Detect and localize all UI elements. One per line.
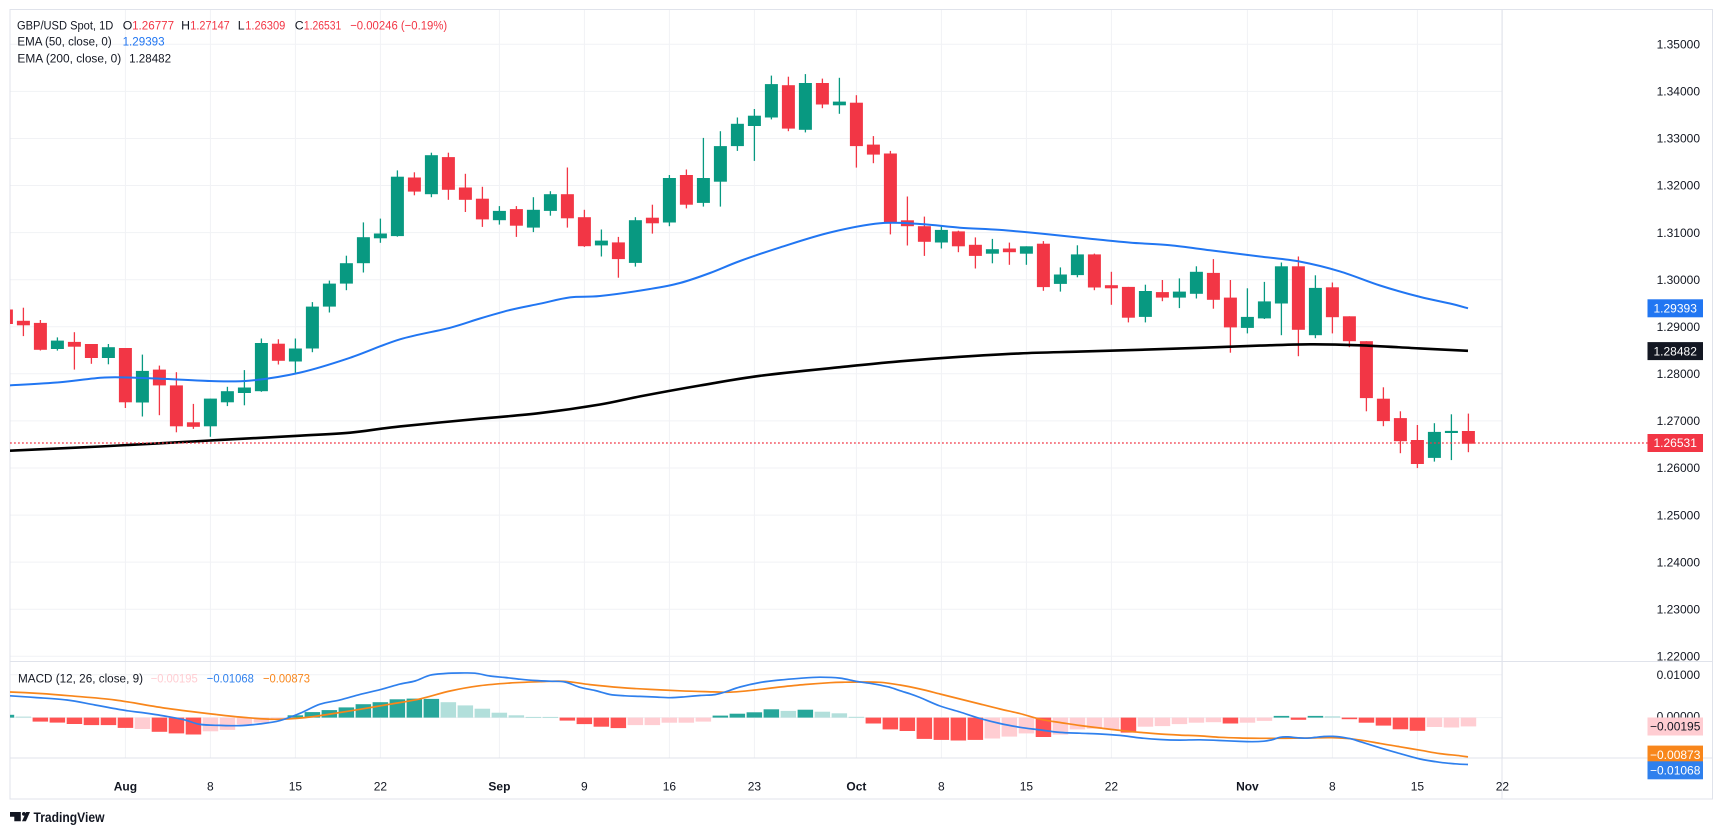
svg-text:1.31000: 1.31000: [1657, 226, 1701, 240]
svg-text:−0.00873: −0.00873: [263, 672, 310, 686]
svg-text:1.28482: 1.28482: [129, 52, 171, 66]
svg-text:1.26531: 1.26531: [304, 18, 342, 32]
svg-text:EMA (200, close, 0): EMA (200, close, 0): [17, 52, 121, 66]
svg-text:1.27000: 1.27000: [1657, 414, 1701, 428]
svg-text:−0.00873: −0.00873: [1650, 748, 1701, 762]
svg-text:15: 15: [289, 780, 303, 794]
svg-text:1.28000: 1.28000: [1657, 367, 1701, 381]
svg-text:22: 22: [1105, 780, 1119, 794]
svg-text:Aug: Aug: [114, 780, 137, 794]
svg-text:L: L: [238, 18, 245, 32]
svg-text:GBP/USD Spot, 1D: GBP/USD Spot, 1D: [17, 18, 113, 32]
svg-text:EMA (50, close, 0): EMA (50, close, 0): [17, 34, 111, 48]
svg-text:1.35000: 1.35000: [1657, 38, 1701, 52]
svg-text:1.26309: 1.26309: [245, 18, 285, 32]
svg-text:8: 8: [1329, 780, 1336, 794]
svg-text:Nov: Nov: [1236, 780, 1259, 794]
svg-text:1.29393: 1.29393: [123, 34, 165, 48]
svg-text:22: 22: [374, 780, 388, 794]
svg-text:Oct: Oct: [846, 780, 866, 794]
svg-text:1.26531: 1.26531: [1654, 436, 1698, 450]
svg-text:Sep: Sep: [488, 780, 510, 794]
svg-text:22: 22: [1496, 780, 1510, 794]
svg-text:TradingView: TradingView: [34, 809, 105, 825]
svg-text:15: 15: [1020, 780, 1034, 794]
svg-text:15: 15: [1411, 780, 1425, 794]
svg-text:1.24000: 1.24000: [1657, 555, 1701, 569]
svg-text:−0.00246 (−0.19%): −0.00246 (−0.19%): [350, 18, 447, 32]
svg-text:−0.01068: −0.01068: [207, 672, 254, 686]
svg-text:9: 9: [581, 780, 588, 794]
svg-text:8: 8: [207, 780, 214, 794]
svg-text:1.28482: 1.28482: [1654, 344, 1698, 358]
svg-text:1.26000: 1.26000: [1657, 461, 1701, 475]
svg-text:H: H: [181, 18, 190, 32]
svg-text:23: 23: [748, 780, 762, 794]
svg-text:0.01000: 0.01000: [1657, 668, 1701, 682]
svg-text:8: 8: [938, 780, 945, 794]
svg-text:1.27147: 1.27147: [190, 18, 230, 32]
svg-text:1.32000: 1.32000: [1657, 179, 1701, 193]
svg-text:1.25000: 1.25000: [1657, 508, 1701, 522]
svg-text:MACD (12, 26, close, 9): MACD (12, 26, close, 9): [18, 672, 143, 686]
svg-text:1.34000: 1.34000: [1657, 85, 1701, 99]
svg-text:1.33000: 1.33000: [1657, 132, 1701, 146]
svg-text:−0.00195: −0.00195: [1650, 720, 1701, 734]
svg-text:1.30000: 1.30000: [1657, 273, 1701, 287]
svg-text:1.23000: 1.23000: [1657, 602, 1701, 616]
svg-text:1.22000: 1.22000: [1657, 650, 1701, 664]
svg-text:1.29000: 1.29000: [1657, 320, 1701, 334]
svg-text:1.26777: 1.26777: [132, 18, 174, 32]
svg-text:1.29393: 1.29393: [1654, 302, 1698, 316]
svg-text:C: C: [295, 18, 304, 32]
svg-text:O: O: [123, 18, 133, 32]
svg-text:−0.00195: −0.00195: [151, 672, 198, 686]
svg-text:16: 16: [663, 780, 677, 794]
svg-text:−0.01068: −0.01068: [1650, 764, 1701, 778]
